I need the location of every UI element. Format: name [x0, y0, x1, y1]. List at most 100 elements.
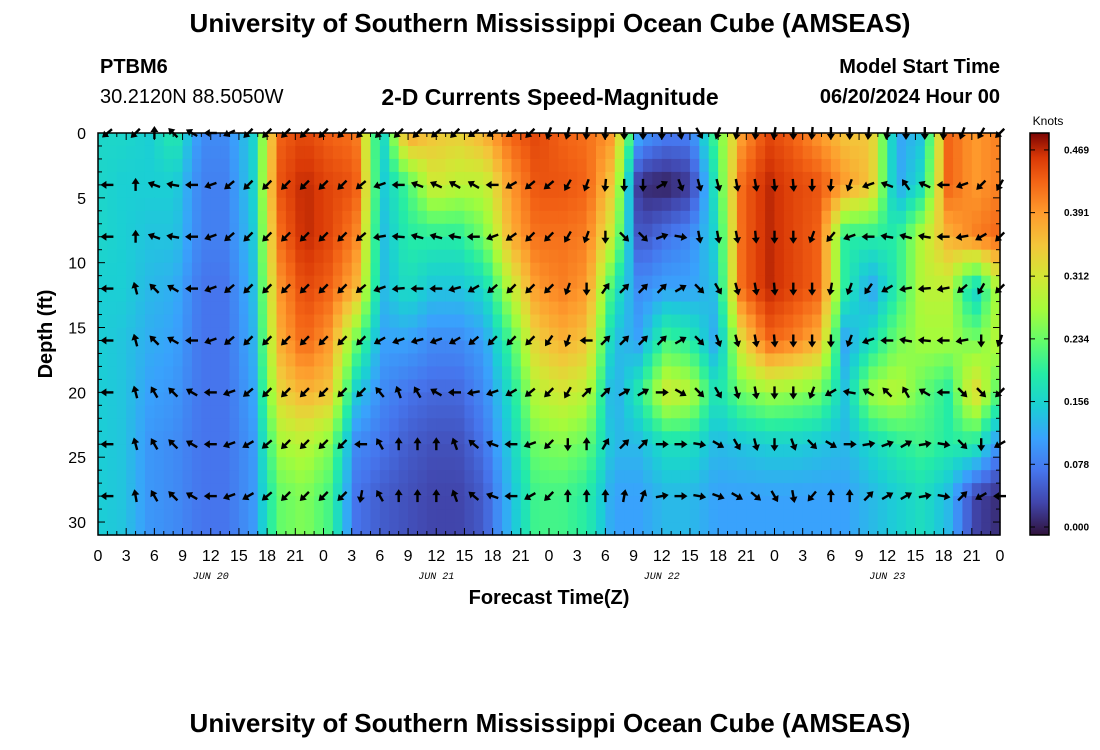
heatmap-cell	[577, 405, 588, 419]
heatmap-cell	[173, 405, 184, 419]
heatmap-cell	[642, 340, 653, 355]
heatmap-cell	[981, 197, 992, 212]
heatmap-cell	[830, 288, 841, 303]
heatmap-cell	[567, 470, 578, 484]
heatmap-cell	[624, 288, 635, 303]
heatmap-cell	[727, 301, 738, 316]
heatmap-cell	[924, 197, 935, 212]
heatmap-cell	[727, 236, 738, 251]
heatmap-cell	[915, 444, 926, 458]
heatmap-cell	[163, 340, 174, 355]
heatmap-cell	[276, 366, 287, 380]
heatmap-cell	[793, 366, 804, 380]
heatmap-cell	[135, 340, 146, 355]
heatmap-cell	[361, 509, 372, 523]
heatmap-cell	[107, 431, 118, 445]
heatmap-cell	[849, 314, 860, 329]
heatmap-cell	[314, 158, 325, 173]
heatmap-cell	[699, 301, 710, 316]
heatmap-cell	[248, 509, 259, 523]
heatmap-cell	[267, 353, 278, 368]
current-arrow	[318, 491, 329, 502]
heatmap-cell	[304, 236, 315, 251]
heatmap-cell	[182, 340, 193, 355]
heatmap-cell	[248, 470, 259, 484]
heatmap-cell	[840, 379, 851, 393]
heatmap-cell	[755, 379, 766, 393]
heatmap-cell	[248, 379, 259, 393]
heatmap-cell	[549, 184, 559, 199]
heatmap-cell	[971, 509, 982, 523]
heatmap-cell	[915, 158, 926, 173]
heatmap-cell	[436, 223, 447, 238]
heatmap-cell	[520, 314, 531, 329]
heatmap-cell	[455, 249, 466, 264]
heatmap-cell	[361, 444, 372, 458]
heatmap-cell	[182, 314, 193, 329]
heatmap-cell	[332, 418, 343, 432]
current-arrow	[694, 283, 705, 294]
heatmap-cell	[586, 496, 597, 510]
heatmap-cell	[971, 392, 982, 406]
heatmap-cell	[285, 288, 296, 303]
heatmap-cell	[868, 133, 879, 147]
speed-heatmap	[98, 133, 1001, 536]
heatmap-cell	[511, 444, 522, 458]
heatmap-cell	[614, 327, 625, 342]
heatmap-cell	[971, 262, 982, 277]
heatmap-cell	[126, 509, 137, 523]
heatmap-cell	[98, 340, 108, 355]
current-arrow	[318, 387, 329, 398]
heatmap-cell	[896, 210, 907, 225]
heatmap-cell	[323, 262, 334, 277]
heatmap-cell	[332, 197, 343, 212]
heatmap-cell	[135, 444, 146, 458]
heatmap-cell	[567, 405, 578, 419]
heatmap-cell	[859, 405, 870, 419]
heatmap-cell	[830, 366, 841, 380]
heatmap-cell	[191, 392, 202, 406]
x-tick-label: 15	[456, 548, 474, 565]
current-arrow	[955, 336, 969, 345]
heatmap-cell	[483, 327, 494, 342]
heatmap-cell	[173, 327, 184, 342]
heatmap-cell	[765, 210, 776, 225]
heatmap-cell	[502, 444, 513, 458]
current-arrow	[789, 334, 798, 348]
heatmap-cell	[812, 405, 823, 419]
heatmap-cell	[464, 184, 475, 199]
current-arrow	[861, 232, 875, 241]
heatmap-cell	[990, 444, 1001, 458]
heatmap-cell	[173, 457, 184, 471]
heatmap-cell	[699, 236, 710, 251]
current-arrow	[637, 439, 648, 450]
date-label: JUN 20	[193, 572, 229, 583]
heatmap-cell	[539, 509, 550, 523]
heatmap-cell	[98, 145, 108, 160]
heatmap-cell	[426, 340, 437, 355]
current-arrow	[674, 388, 687, 397]
heatmap-cell	[915, 249, 926, 264]
heatmap-cell	[868, 145, 879, 160]
heatmap-cell	[492, 522, 503, 536]
heatmap-cell	[934, 418, 945, 432]
heatmap-cell	[558, 301, 569, 316]
heatmap-cell	[642, 210, 653, 225]
heatmap-cell	[877, 470, 888, 484]
heatmap-cell	[520, 366, 531, 380]
heatmap-cell	[116, 522, 127, 536]
heatmap-cell	[539, 275, 550, 290]
current-arrow	[843, 440, 857, 449]
heatmap-cell	[314, 327, 325, 342]
heatmap-cell	[285, 327, 296, 342]
heatmap-cell	[981, 133, 992, 147]
heatmap-cell	[276, 405, 287, 419]
heatmap-cell	[530, 210, 541, 225]
current-arrow	[637, 388, 650, 397]
heatmap-cell	[342, 314, 353, 329]
heatmap-cell	[962, 223, 973, 238]
heatmap-cell	[915, 262, 926, 277]
heatmap-cell	[830, 431, 841, 445]
heatmap-cell	[614, 171, 625, 186]
heatmap-cell	[267, 418, 278, 432]
